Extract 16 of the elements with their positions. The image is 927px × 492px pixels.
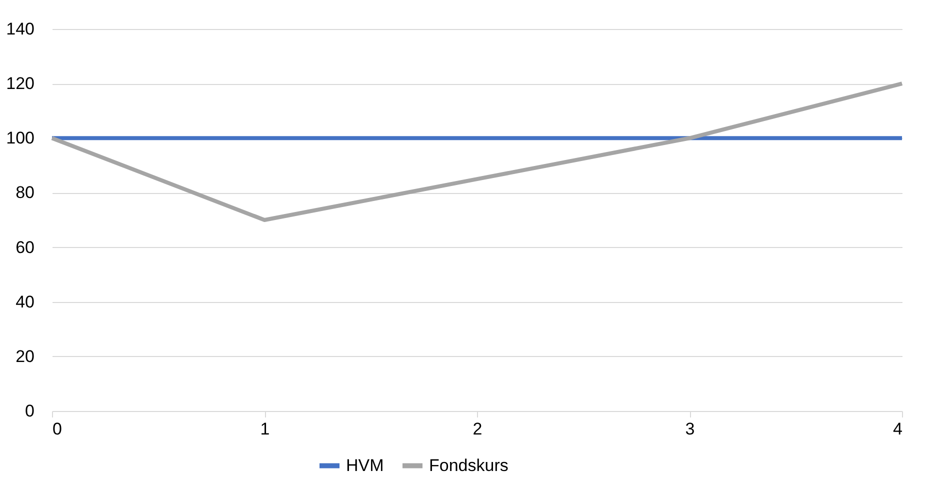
y-tick-label: 140 bbox=[6, 20, 34, 38]
x-tick-label: 1 bbox=[260, 420, 270, 438]
x-tick-label: 4 bbox=[893, 420, 902, 438]
y-tick-label: 100 bbox=[6, 128, 34, 148]
y-tick-label: 80 bbox=[16, 183, 34, 202]
x-tick-label: 2 bbox=[472, 420, 482, 438]
legend-label: Fondskurs bbox=[429, 456, 508, 475]
y-tick-label: 40 bbox=[16, 292, 34, 312]
legend-label: HVM bbox=[346, 456, 384, 475]
y-tick-label: 120 bbox=[6, 74, 34, 94]
y-tick-label: 0 bbox=[25, 402, 34, 420]
y-tick-label: 20 bbox=[16, 346, 34, 366]
line-series bbox=[50, 82, 904, 222]
x-tick-label: 3 bbox=[685, 420, 695, 438]
y-tick-label: 60 bbox=[16, 238, 34, 257]
x-tick-label: 0 bbox=[52, 420, 62, 438]
